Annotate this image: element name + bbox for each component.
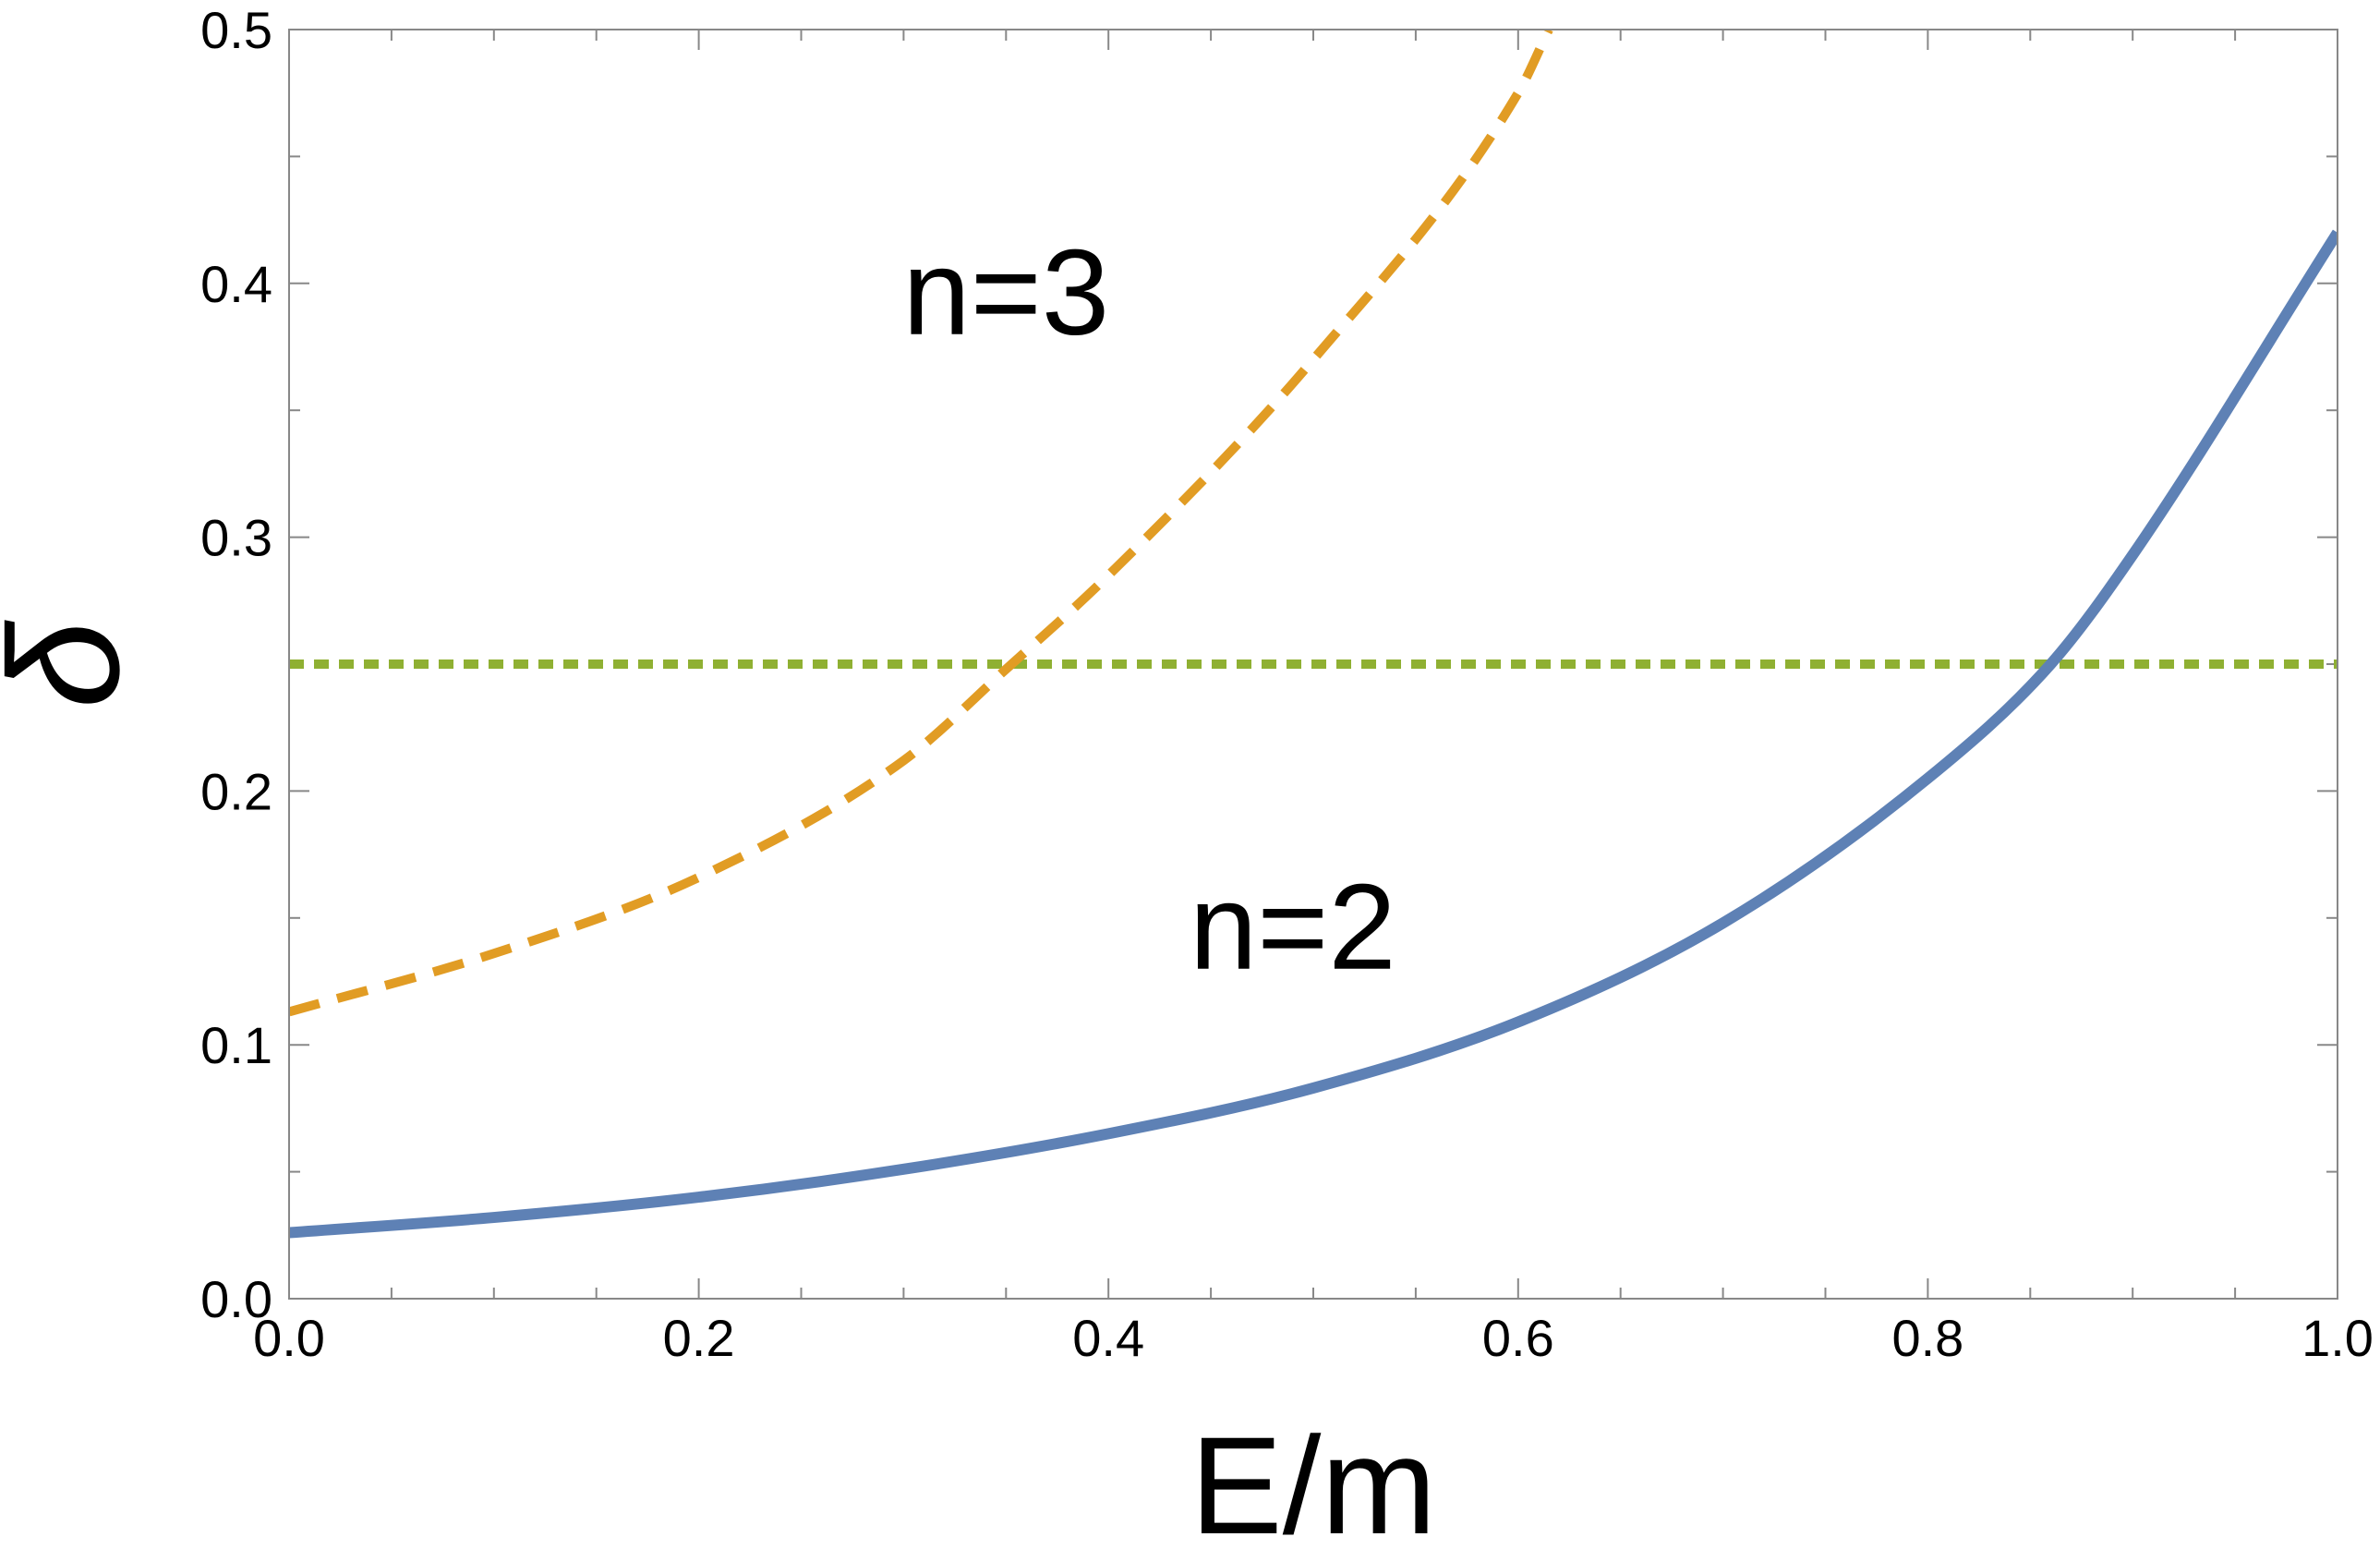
y-tick-label: 0.3: [200, 509, 272, 567]
x-axis-label: E/m: [1190, 1408, 1437, 1561]
axis-ticks: [288, 29, 2338, 1300]
series-layer: [289, 30, 2338, 1239]
y-tick-label: 0.4: [200, 255, 272, 313]
x-tick-label: 0.8: [1891, 1309, 1963, 1367]
x-tick-label: 0.2: [663, 1309, 735, 1367]
annotations: n=3 n=2: [902, 224, 1395, 995]
x-tick-label: 0.0: [253, 1309, 325, 1367]
y-tick-label: 0.0: [200, 1270, 272, 1328]
x-tick-label: 0.6: [1482, 1309, 1554, 1367]
y-tick-label: 0.2: [200, 762, 272, 820]
y-axis-label: δ: [0, 620, 152, 708]
tick-labels: 0.0 0.2 0.4 0.6 0.8 1.0 0.0 0.1 0.2 0.3 0.4 0.5: [200, 1, 2374, 1367]
x-tick-label: 1.0: [2301, 1309, 2374, 1367]
x-tick-label: 0.4: [1072, 1309, 1144, 1367]
series-annotation: n=2: [1190, 859, 1396, 995]
series-line-dashed: [289, 30, 1553, 1017]
y-tick-label: 0.5: [200, 1, 272, 59]
y-tick-label: 0.1: [200, 1016, 272, 1074]
series-annotation: n=3: [902, 224, 1109, 360]
plot-frame: [288, 29, 2338, 1300]
series-line-solid: [289, 229, 2338, 1239]
